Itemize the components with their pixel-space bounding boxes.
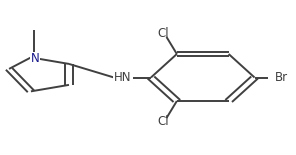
Text: HN: HN [114, 71, 132, 84]
Text: Cl: Cl [158, 27, 169, 40]
Text: N: N [31, 53, 40, 66]
Text: Br: Br [275, 71, 288, 84]
Text: Cl: Cl [158, 115, 169, 128]
